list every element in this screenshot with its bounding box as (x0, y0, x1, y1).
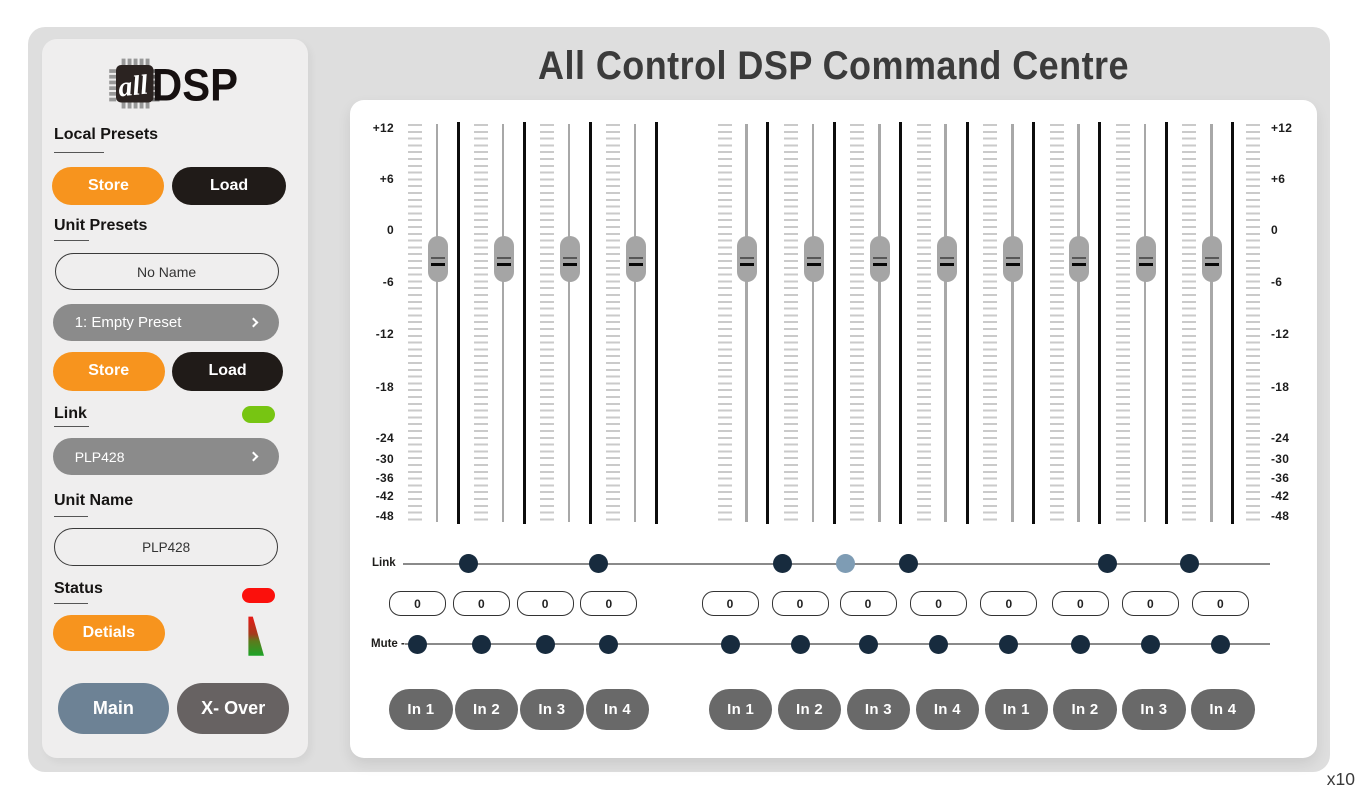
svg-text:DSP: DSP (152, 60, 238, 111)
svg-text:all: all (117, 70, 150, 104)
